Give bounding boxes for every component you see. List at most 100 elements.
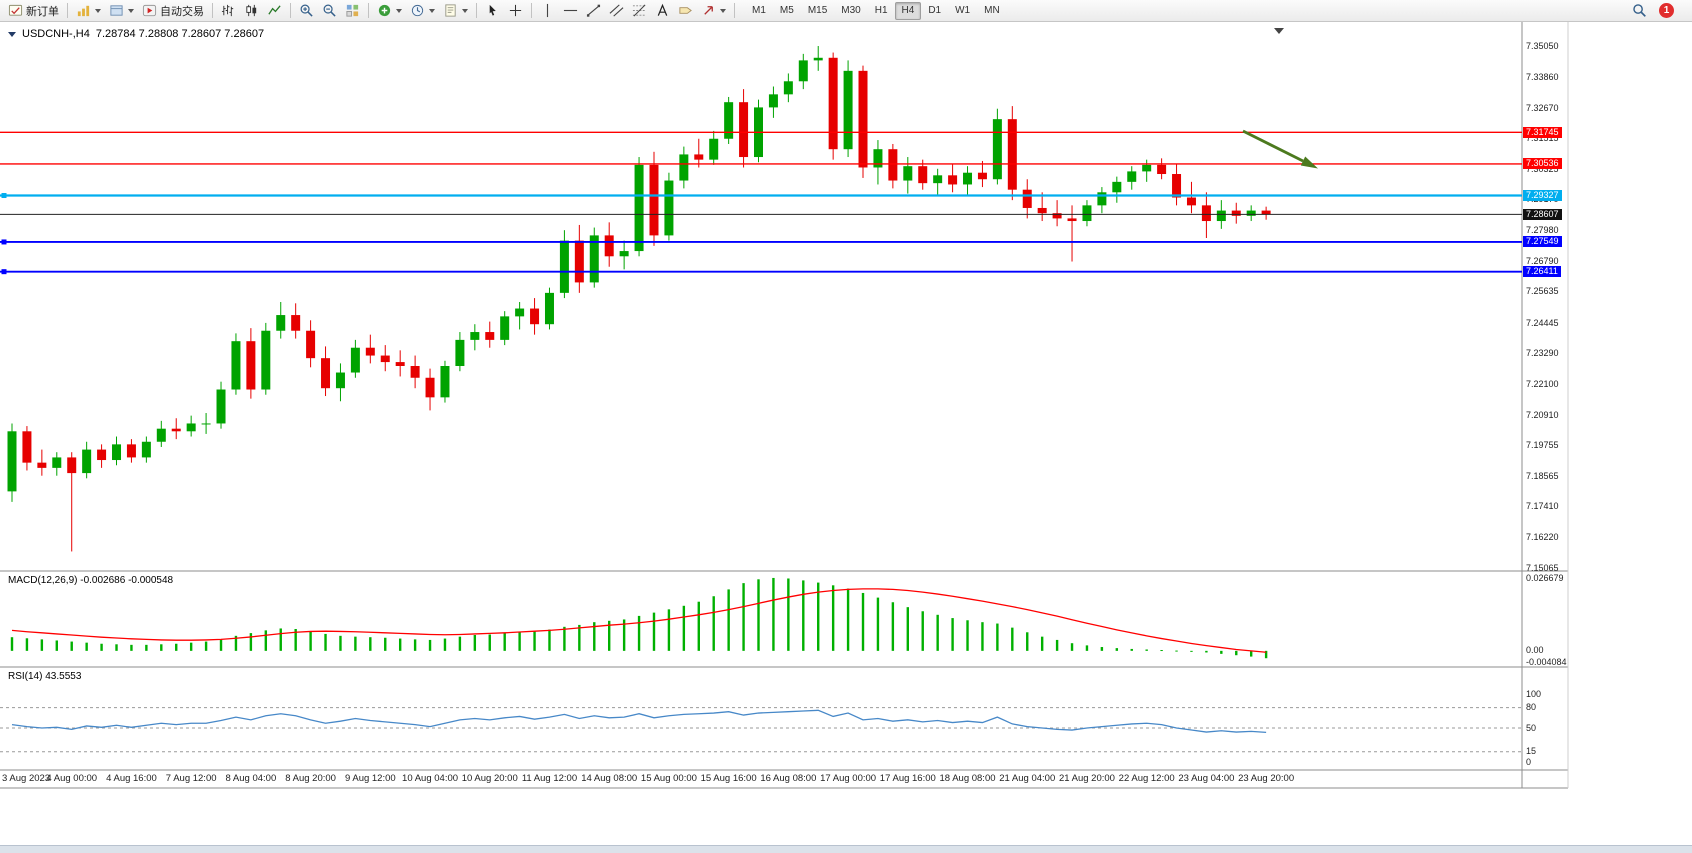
macd-histogram-bar (831, 585, 835, 651)
price-axis-label: 7.17410 (1526, 501, 1559, 512)
toolbar-divider (368, 3, 369, 18)
candle-body (82, 449, 92, 474)
macd-histogram-bar (846, 588, 850, 651)
timeframe-MN[interactable]: MN (984, 4, 1000, 16)
time-axis-label: 4 Aug 00:00 (46, 773, 98, 784)
periods-button[interactable] (406, 1, 439, 21)
macd-histogram-bar (876, 597, 880, 651)
vertical-line-icon (546, 3, 549, 18)
auto-trading-icon (142, 4, 157, 17)
candle-body (903, 166, 913, 181)
cursor-button[interactable] (481, 1, 504, 21)
price-axis[interactable]: 7.350507.338607.326707.315157.303257.291… (1523, 0, 1569, 853)
time-axis-label: 3 Aug 2023 (2, 773, 51, 784)
text-tool-button[interactable] (651, 1, 674, 21)
candle-body (768, 94, 778, 108)
candle-body (843, 70, 853, 150)
candle-body (246, 341, 256, 390)
price-tag-7.27549: 7.27549 (1523, 236, 1562, 248)
current-price-tag: 7.28607 (1523, 208, 1562, 220)
candle-body (306, 330, 316, 359)
bar-chart-button[interactable] (217, 1, 240, 21)
candle-body (992, 119, 1002, 180)
timeframe-H4[interactable]: H4 (894, 1, 922, 20)
time-axis-label: 17 Aug 00:00 (820, 773, 877, 784)
macd-histogram-bar (40, 639, 44, 651)
horizontal-scrollbar[interactable] (0, 845, 1692, 853)
search-button[interactable] (1628, 1, 1651, 21)
fibonacci-icon (632, 4, 647, 17)
horizontal-line-tool-button[interactable] (559, 1, 582, 21)
line-anchor-handle[interactable] (1, 193, 7, 199)
candle-body (828, 57, 838, 150)
macd-histogram-bar (1115, 648, 1119, 651)
candle-body (365, 347, 375, 356)
auto-trading-label: 自动交易 (160, 5, 204, 18)
candle-body (858, 70, 868, 168)
price-axis-label: 7.25635 (1526, 286, 1559, 297)
trend-arrow-line[interactable] (1242, 129, 1304, 163)
chart-shift-marker[interactable] (1274, 28, 1284, 34)
candle-body (1052, 213, 1062, 219)
zoom-out-button[interactable] (318, 1, 341, 21)
search-icon (1633, 4, 1646, 17)
candle-body (963, 172, 973, 185)
fibonacci-tool-button[interactable] (628, 1, 651, 21)
zoom-out-icon (323, 4, 336, 17)
macd-histogram-bar (234, 635, 238, 651)
crosshair-button[interactable] (504, 1, 527, 21)
macd-axis-label: -0.004084 (1526, 656, 1567, 667)
tile-windows-button[interactable] (341, 1, 364, 21)
timeframe-M30[interactable]: M30 (841, 4, 861, 16)
zoom-in-button[interactable] (295, 1, 318, 21)
macd-histogram-bar (682, 605, 686, 651)
candle-body (380, 355, 390, 363)
timeframe-D1[interactable]: D1 (928, 4, 942, 16)
price-tag-7.31745: 7.31745 (1523, 126, 1562, 138)
candlestick-button[interactable] (240, 1, 263, 21)
line-anchor-handle[interactable] (1, 239, 7, 245)
panel-divider[interactable] (0, 569, 1568, 574)
macd-histogram-bar (1070, 643, 1074, 651)
macd-histogram-bar (294, 629, 297, 651)
text-icon (657, 3, 668, 16)
indicators-button[interactable] (373, 1, 406, 21)
vertical-line-tool-button[interactable] (536, 1, 559, 21)
macd-histogram-bar (861, 592, 865, 651)
profiles-button[interactable] (105, 1, 138, 21)
candlestick-icon (246, 4, 257, 17)
candle-body (1007, 119, 1017, 190)
timeframe-H1[interactable]: H1 (874, 4, 888, 16)
arrows-tool-button[interactable] (697, 1, 730, 21)
macd-histogram-bar (354, 636, 357, 651)
timeframe-W1[interactable]: W1 (955, 4, 971, 16)
macd-histogram-bar (428, 639, 432, 651)
candle-body (485, 332, 495, 340)
line-anchor-handle[interactable] (1, 269, 7, 275)
candle-body (455, 339, 465, 366)
time-axis[interactable]: 3 Aug 2023 4 Aug 00:00 4 Aug 16:00 7 Aug 12… (0, 771, 1522, 787)
timeframe-M1[interactable]: M1 (752, 4, 766, 16)
new-chart-button[interactable] (72, 1, 105, 21)
chart-ohlc-quote: 7.28784 7.28808 7.28607 7.28607 (95, 28, 265, 40)
symbol-dropdown-icon[interactable] (8, 31, 16, 37)
new-order-button[interactable]: 新订单 (4, 1, 63, 21)
candle-body (261, 330, 271, 390)
templates-button[interactable] (439, 1, 472, 21)
trendline-tool-button[interactable] (582, 1, 605, 21)
panel-divider[interactable] (0, 665, 1568, 670)
rsi-axis-label: 0 (1526, 756, 1532, 767)
candle-body (171, 428, 181, 432)
auto-trading-button[interactable]: 自动交易 (138, 1, 208, 21)
notification-badge[interactable]: 1 (1659, 3, 1674, 18)
price-tag-7.26411: 7.26411 (1523, 266, 1561, 278)
line-chart-button[interactable] (263, 1, 286, 21)
candle-body (679, 154, 689, 181)
timeframe-M15[interactable]: M15 (807, 4, 828, 16)
channel-tool-button[interactable] (605, 1, 628, 21)
candle-body (1127, 171, 1137, 182)
candle-body (1037, 207, 1047, 214)
timeframe-M5[interactable]: M5 (779, 4, 794, 16)
label-tool-button[interactable] (674, 1, 697, 21)
candle-body (798, 60, 808, 82)
